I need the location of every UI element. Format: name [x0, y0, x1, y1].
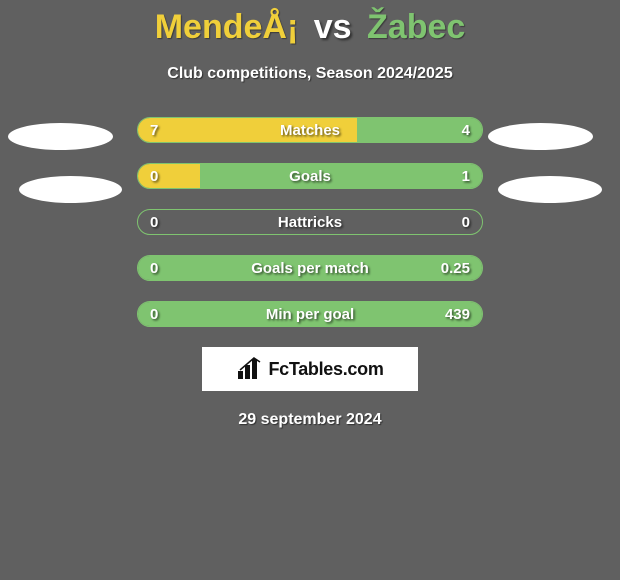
stat-value-right: 1 [462, 164, 470, 188]
stat-value-left: 0 [150, 302, 158, 326]
date: 29 september 2024 [0, 411, 620, 429]
bars-icon [236, 357, 264, 381]
decor-ellipse [8, 123, 113, 150]
subtitle: Club competitions, Season 2024/2025 [0, 65, 620, 83]
stat-value-right: 0 [462, 210, 470, 234]
player1-name: MendeÅ¡ [155, 8, 299, 46]
stats-chart: 74Matches01Goals00Hattricks00.25Goals pe… [137, 117, 483, 327]
player2-name: Žabec [367, 8, 465, 46]
decor-ellipse [498, 176, 602, 203]
stat-fill-left [138, 118, 357, 142]
stat-fill-right [138, 256, 482, 280]
stat-value-left: 0 [150, 256, 158, 280]
stat-value-left: 0 [150, 164, 158, 188]
stat-fill-left [138, 164, 200, 188]
stat-fill-right [200, 164, 482, 188]
stat-value-left: 7 [150, 118, 158, 142]
stat-row: 74Matches [137, 117, 483, 143]
stat-label: Hattricks [138, 210, 482, 234]
stat-row: 0 0Hattricks [137, 209, 483, 235]
stat-row: 00.25Goals per match [137, 255, 483, 281]
decor-ellipse [19, 176, 122, 203]
logo-text: FcTables.com [268, 359, 383, 380]
vs-text: vs [314, 8, 352, 46]
stat-value-right: 0.25 [441, 256, 470, 280]
decor-ellipse [488, 123, 593, 150]
fctables-logo[interactable]: FcTables.com [202, 347, 418, 391]
page-title: MendeÅ¡ vs Žabec [0, 8, 620, 47]
stat-value-right: 439 [445, 302, 470, 326]
stat-row: 01Goals [137, 163, 483, 189]
stat-row: 0439Min per goal [137, 301, 483, 327]
stat-fill-right [138, 302, 482, 326]
stat-value-right: 4 [462, 118, 470, 142]
stat-value-left: 0 [150, 210, 158, 234]
